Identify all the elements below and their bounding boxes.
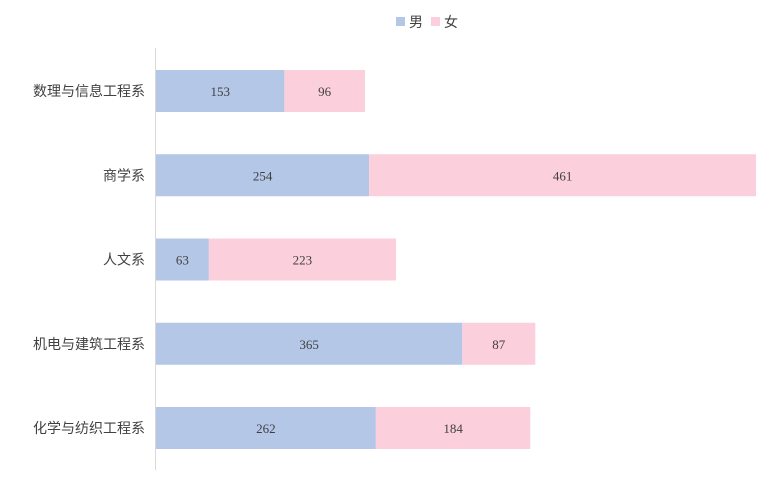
data-label: 96 [318,84,332,99]
bar-segment-male [156,70,285,112]
category-label: 商学系 [103,168,145,184]
legend-label: 女 [444,14,458,31]
data-label: 153 [210,84,230,99]
bar-segment-female [462,322,536,365]
legend: 男女 [396,14,458,31]
category-label: 人文系 [103,253,145,269]
legend-swatch [396,17,405,26]
data-label: 223 [293,253,313,268]
data-label: 262 [256,421,276,436]
data-label: 87 [492,337,506,352]
data-label: 184 [443,421,463,436]
bar-segment-male [156,238,209,281]
category-label: 机电与建筑工程系 [33,337,145,353]
legend-label: 男 [409,15,423,31]
bar-segment-male [156,322,463,365]
bar-segment-female [284,70,365,112]
data-label: 461 [553,168,573,183]
bar-segment-female [375,407,531,449]
data-label: 365 [299,337,319,352]
bar-segment-male [156,407,376,449]
category-label: 化学与纺织工程系 [33,421,145,437]
data-label: 63 [176,253,189,268]
legend-swatch [431,17,440,26]
bar-segment-female [208,238,396,281]
category-label: 数理与信息工程系 [33,83,145,100]
bar-segment-male [156,154,370,197]
bar-segment-female [369,154,756,197]
data-label: 254 [253,168,273,183]
